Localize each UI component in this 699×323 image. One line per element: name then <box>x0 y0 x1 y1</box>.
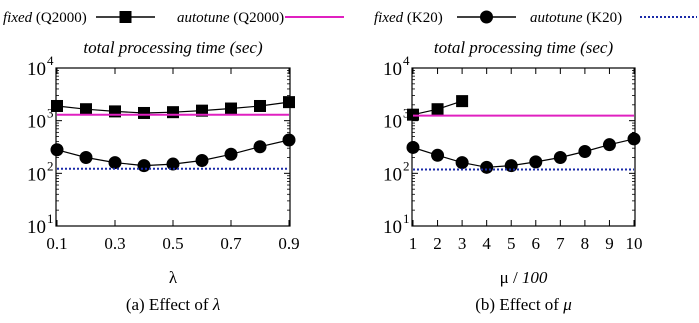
data-point <box>627 132 641 146</box>
caption: (a) Effect of λ <box>126 295 220 314</box>
chart-title: total processing time (sec) <box>434 38 614 57</box>
x-tick-label: 7 <box>556 234 565 253</box>
y-tick-label: 10 <box>27 164 46 185</box>
data-point <box>253 140 267 154</box>
series-fixed-k20- <box>50 133 296 173</box>
x-tick-label: 0.5 <box>162 234 183 253</box>
y-tick-label: 10 <box>383 217 402 238</box>
data-point <box>137 159 151 173</box>
data-point <box>50 143 64 157</box>
y-tick-exponent: 1 <box>403 211 410 226</box>
y-tick-exponent: 3 <box>47 106 54 121</box>
legend-marker <box>119 11 132 23</box>
y-tick-label: 10 <box>383 59 402 80</box>
y-tick-exponent: 4 <box>403 53 410 68</box>
x-tick-label: 6 <box>532 234 541 253</box>
x-axis-label: μ / 100 <box>500 268 548 287</box>
data-point <box>529 155 543 169</box>
series-fixed-k20- <box>406 132 641 174</box>
x-tick-label: 8 <box>581 234 590 253</box>
x-tick-label: 3 <box>458 234 467 253</box>
legend-label: autotune (Q2000) <box>177 10 284 26</box>
data-point <box>431 148 445 162</box>
x-tick-label: 10 <box>626 234 643 253</box>
data-point <box>480 160 494 174</box>
data-point <box>138 106 150 119</box>
y-tick-exponent: 3 <box>403 106 410 121</box>
data-point <box>195 154 209 168</box>
y-tick-label: 10 <box>27 112 46 133</box>
y-tick-label: 10 <box>27 59 46 80</box>
data-point <box>166 157 180 171</box>
legend: fixed (Q2000) autotune (Q2000) fixed (K20)… <box>3 10 697 26</box>
series-fixed-q2000- <box>407 95 469 121</box>
x-tick-label: 9 <box>605 234 614 253</box>
legend-label: fixed (Q2000) <box>3 10 87 26</box>
chart-title: total processing time (sec) <box>83 38 263 57</box>
legend-label: autotune (K20) <box>530 10 622 26</box>
data-point <box>79 150 93 164</box>
data-point <box>224 147 238 161</box>
data-point <box>254 99 266 112</box>
data-point <box>602 138 616 152</box>
y-tick-label: 10 <box>27 217 46 238</box>
legend-label: fixed (K20) <box>374 10 443 26</box>
data-point <box>553 150 567 164</box>
caption: (b) Effect of μ <box>475 295 572 314</box>
y-tick-exponent: 4 <box>47 53 54 68</box>
x-tick-label: 0.9 <box>278 234 299 253</box>
data-point <box>283 96 295 109</box>
series-line <box>412 138 635 168</box>
data-point <box>456 95 469 108</box>
y-tick-label: 10 <box>383 164 402 185</box>
data-point <box>282 133 296 147</box>
x-axis-label: λ <box>169 268 178 287</box>
data-point <box>431 103 444 116</box>
data-point <box>51 99 63 112</box>
x-tick-label: 0.7 <box>220 234 242 253</box>
y-tick-exponent: 2 <box>403 158 410 173</box>
data-point <box>578 144 592 158</box>
data-point <box>167 106 179 119</box>
data-point <box>225 102 237 115</box>
data-point <box>406 140 420 154</box>
y-tick-exponent: 1 <box>47 211 54 226</box>
data-point <box>80 103 92 116</box>
x-tick-label: 5 <box>507 234 516 253</box>
x-tick-label: 2 <box>433 234 442 253</box>
x-tick-label: 1 <box>409 234 418 253</box>
data-point <box>196 104 208 117</box>
x-tick-label: 0.1 <box>46 234 67 253</box>
y-tick-exponent: 2 <box>47 158 54 173</box>
x-tick-label: 4 <box>482 234 491 253</box>
y-tick-label: 10 <box>383 112 402 133</box>
legend-marker <box>480 10 493 24</box>
data-point <box>108 156 122 170</box>
data-point <box>455 156 469 170</box>
x-tick-label: 0.3 <box>104 234 125 253</box>
